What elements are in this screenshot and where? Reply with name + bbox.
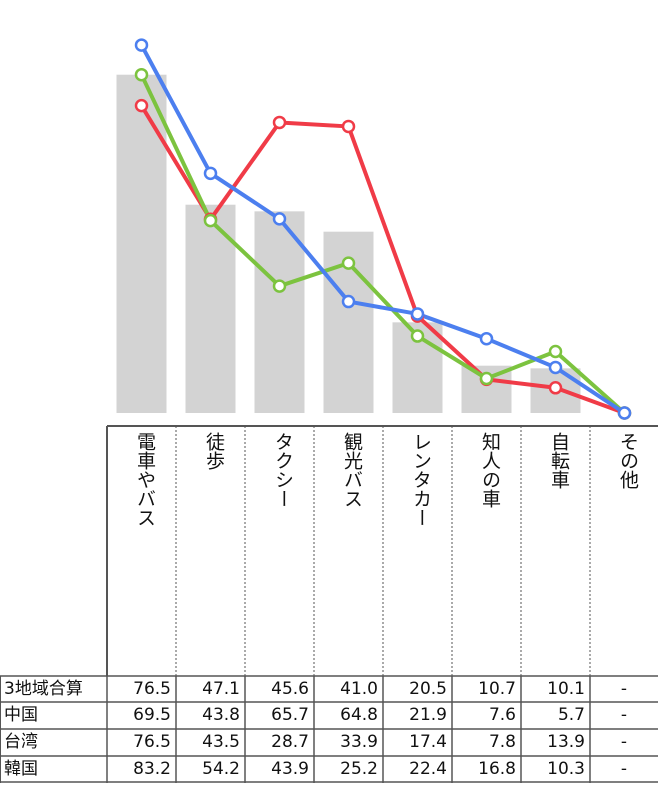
table-cell: 69.5 [133, 705, 171, 725]
series-point-2-5 [479, 331, 494, 346]
table-cell: - [620, 705, 628, 725]
table-row-label: 韓国 [4, 759, 38, 779]
table-row-label: 中国 [4, 705, 38, 725]
table-cell: 76.5 [133, 732, 171, 752]
series-point-2-6 [548, 360, 563, 375]
series-point-1-0 [134, 67, 149, 82]
table-cell: 5.7 [557, 705, 585, 725]
table-row-label: 台湾 [4, 732, 38, 752]
series-point-0-3 [341, 119, 356, 134]
series-line-2 [139, 44, 626, 415]
table-cell: 7.6 [488, 705, 516, 725]
table-cell: 7.8 [488, 732, 516, 752]
line-group [134, 38, 632, 420]
series-point-1-2 [272, 279, 287, 293]
series-point-2-1 [203, 166, 218, 181]
series-point-2-4 [410, 307, 425, 321]
table-cell: 76.5 [133, 679, 171, 699]
series-line-0 [139, 104, 626, 415]
series-point-0-0 [134, 98, 149, 113]
table-cell: 43.5 [202, 732, 240, 752]
table-cell: 65.7 [271, 705, 309, 725]
bar-2 [254, 211, 305, 413]
table-cell: - [620, 732, 628, 752]
table-cell: 10.3 [547, 759, 585, 779]
table-cell: 20.5 [409, 679, 447, 699]
table-cell: - [620, 679, 628, 699]
series-point-2-2 [272, 212, 287, 226]
table-cell: - [620, 759, 628, 779]
table-cell: 83.2 [133, 759, 171, 779]
series-point-1-3 [341, 256, 356, 270]
series-point-2-7 [617, 406, 632, 420]
table-cell: 45.6 [271, 679, 309, 699]
series-point-2-0 [134, 38, 149, 52]
table-cell: 10.7 [478, 679, 516, 699]
table-cell: 25.2 [340, 759, 378, 779]
series-point-2-3 [341, 294, 356, 309]
category-label: 知人の車 [479, 432, 501, 508]
table-cell: 43.8 [202, 705, 240, 725]
series-point-1-4 [410, 329, 425, 343]
table-cell: 64.8 [340, 705, 378, 725]
table-cell: 13.9 [547, 732, 585, 752]
table-grid [0, 425, 658, 783]
series-point-1-6 [548, 344, 563, 359]
category-label: 電車やバス [134, 432, 156, 527]
category-label: 自転車 [548, 432, 570, 489]
table-cell: 21.9 [409, 705, 447, 725]
bar-1 [185, 204, 236, 413]
category-label: 観光バス [341, 432, 363, 508]
table-cell: 41.0 [340, 679, 378, 699]
table-cell: 10.1 [547, 679, 585, 699]
bar-0 [116, 74, 167, 413]
category-label: レンタカー [410, 432, 432, 527]
table-cell: 54.2 [202, 759, 240, 779]
series-line-1 [139, 73, 626, 415]
table-row-label: 3地域合算 [4, 679, 83, 699]
series-point-1-5 [479, 371, 494, 386]
table-cell: 16.8 [478, 759, 516, 779]
table-cell: 22.4 [409, 759, 447, 779]
category-label: その他 [617, 432, 639, 489]
table-cell: 17.4 [409, 732, 447, 752]
category-label: 徒歩 [203, 432, 225, 470]
table-cell: 47.1 [202, 679, 240, 699]
table-cell: 43.9 [271, 759, 309, 779]
series-point-0-6 [548, 381, 563, 395]
table-cell: 28.7 [271, 732, 309, 752]
table-cell: 33.9 [340, 732, 378, 752]
category-label: タクシー [272, 432, 294, 508]
series-point-1-1 [203, 213, 218, 228]
series-point-0-2 [272, 115, 287, 130]
